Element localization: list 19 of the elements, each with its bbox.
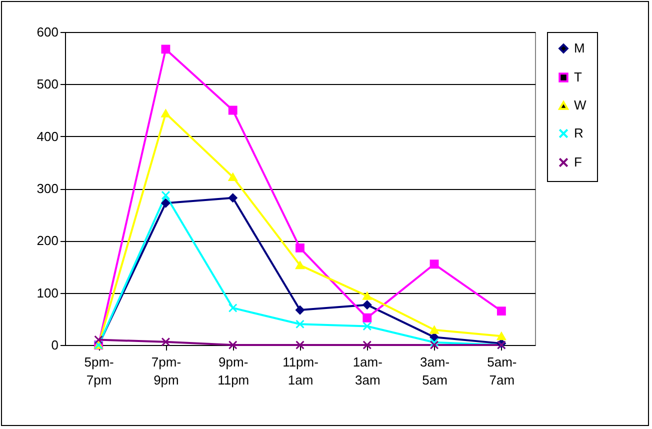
x-tick-label: 9pm-11pm [218, 354, 250, 388]
x-tick-label: 5am-7am [487, 354, 517, 388]
x-tick-label: 1am-3am [352, 354, 382, 388]
y-tick-label: 200 [36, 233, 58, 248]
x-tick-label: 5pm-7pm [84, 354, 114, 388]
legend-label: T [574, 70, 582, 84]
legend-label: M [574, 40, 585, 56]
legend-label: R [574, 126, 584, 140]
x-tick-label: 3am-5am [420, 354, 450, 388]
y-tick-label: 0 [51, 338, 58, 352]
legend-label: W [574, 98, 587, 112]
y-tick-label: 600 [36, 24, 58, 40]
x-tick-label: 7pm-9pm [151, 354, 182, 388]
y-tick-label: 400 [36, 128, 58, 144]
y-tick-label: 300 [36, 181, 58, 196]
y-tick-label: 100 [36, 285, 58, 300]
y-tick-label: 500 [36, 76, 58, 92]
x-tick-label: 11pm-1am [282, 354, 318, 388]
legend-label: F [574, 154, 582, 170]
